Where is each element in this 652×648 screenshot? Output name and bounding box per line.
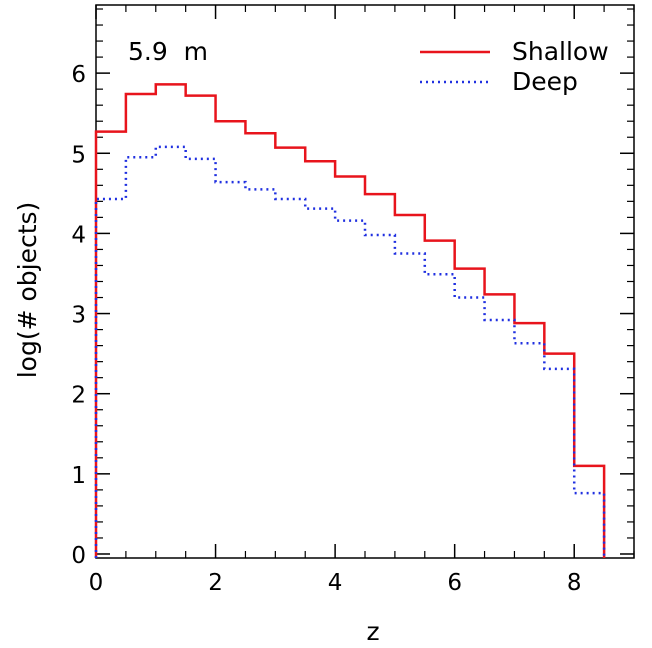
x-tick-label: 0 xyxy=(89,570,104,596)
x-tick-label: 4 xyxy=(328,570,343,596)
x-tick-label: 2 xyxy=(208,570,223,596)
y-tick-label: 0 xyxy=(71,543,86,569)
annotation-label: 5.9 m xyxy=(128,37,208,66)
y-tick-label: 1 xyxy=(71,463,86,489)
tick-labels: 0 2 4 6 8 0 1 2 3 4 5 6 xyxy=(71,62,581,596)
y-tick-label: 5 xyxy=(71,142,86,168)
legend-label-deep: Deep xyxy=(512,67,578,96)
legend-label-shallow: Shallow xyxy=(512,37,609,66)
x-tick-label: 6 xyxy=(447,570,462,596)
legend: Shallow Deep xyxy=(420,37,609,96)
x-tick-label: 8 xyxy=(567,570,582,596)
y-tick-label: 3 xyxy=(71,303,86,329)
series-line-shallow xyxy=(94,83,606,558)
series-layer xyxy=(94,83,606,558)
y-tick-label: 4 xyxy=(71,222,86,248)
y-axis-title: log(# objects) xyxy=(13,202,42,379)
x-axis-title: z xyxy=(366,617,379,646)
y-tick-label: 6 xyxy=(71,62,86,88)
axis-ticks xyxy=(95,5,635,558)
series-line-deep xyxy=(94,145,606,558)
y-tick-label: 2 xyxy=(71,383,86,409)
